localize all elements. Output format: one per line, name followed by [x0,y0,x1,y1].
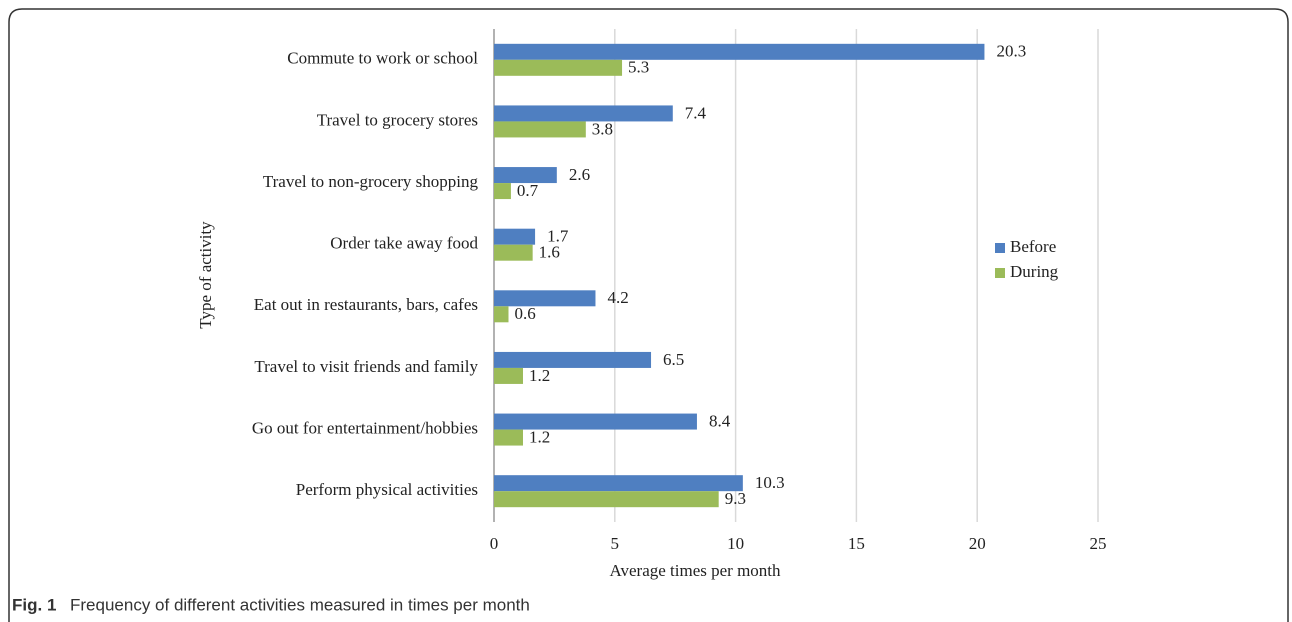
data-label: 3.8 [592,119,613,138]
bar [494,43,985,60]
y-axis-label: Type of activity [196,221,215,329]
y-tick-label: Travel to non-grocery shopping [263,172,479,191]
y-tick-label: Perform physical activities [296,480,478,499]
bar [494,475,743,492]
bar [494,351,652,368]
data-label: 4.2 [607,288,628,307]
bar [494,59,623,76]
legend-label: Before [1010,237,1056,256]
x-tick-label: 10 [727,534,744,553]
legend-swatch [995,268,1005,278]
caption: Frequency of different activities measur… [70,595,530,614]
bar [494,290,596,307]
legend-label: During [1010,262,1059,281]
bar [494,228,536,245]
x-tick-label: 20 [969,534,986,553]
data-label: 0.6 [514,304,535,323]
x-tick-label: 5 [611,534,620,553]
data-label: 0.7 [517,181,539,200]
bar [494,244,533,261]
data-label: 6.5 [663,350,684,369]
legend-swatch [995,243,1005,253]
data-label: 1.2 [529,366,550,385]
x-tick-label: 25 [1090,534,1107,553]
data-label: 1.7 [547,227,569,246]
data-label: 20.3 [996,42,1026,61]
figure-border [8,8,1289,622]
data-label: 2.6 [569,165,590,184]
data-label: 9.3 [725,489,746,508]
bar [494,105,673,122]
bar [494,429,523,446]
data-label: 8.4 [709,411,731,430]
data-label: 5.3 [628,58,649,77]
y-tick-label: Order take away food [330,234,478,253]
bar [494,183,511,200]
x-tick-label: 0 [490,534,499,553]
data-label: 1.2 [529,427,550,446]
caption-label: Fig. 1 [12,595,56,614]
y-tick-label: Travel to grocery stores [317,110,478,129]
bar [494,413,697,430]
y-tick-label: Go out for entertainment/hobbies [252,418,478,437]
y-tick-label: Eat out in restaurants, bars, cafes [254,295,478,314]
data-label: 1.6 [539,243,560,262]
y-tick-label: Commute to work or school [287,49,478,68]
x-axis-label: Average times per month [609,561,781,580]
bar [494,306,509,323]
y-tick-label: Travel to visit friends and family [254,357,478,376]
data-label: 10.3 [755,473,785,492]
bar [494,367,523,384]
bar [494,491,719,508]
bar [494,121,586,138]
bar [494,167,557,184]
x-tick-label: 15 [848,534,865,553]
data-label: 7.4 [685,103,707,122]
